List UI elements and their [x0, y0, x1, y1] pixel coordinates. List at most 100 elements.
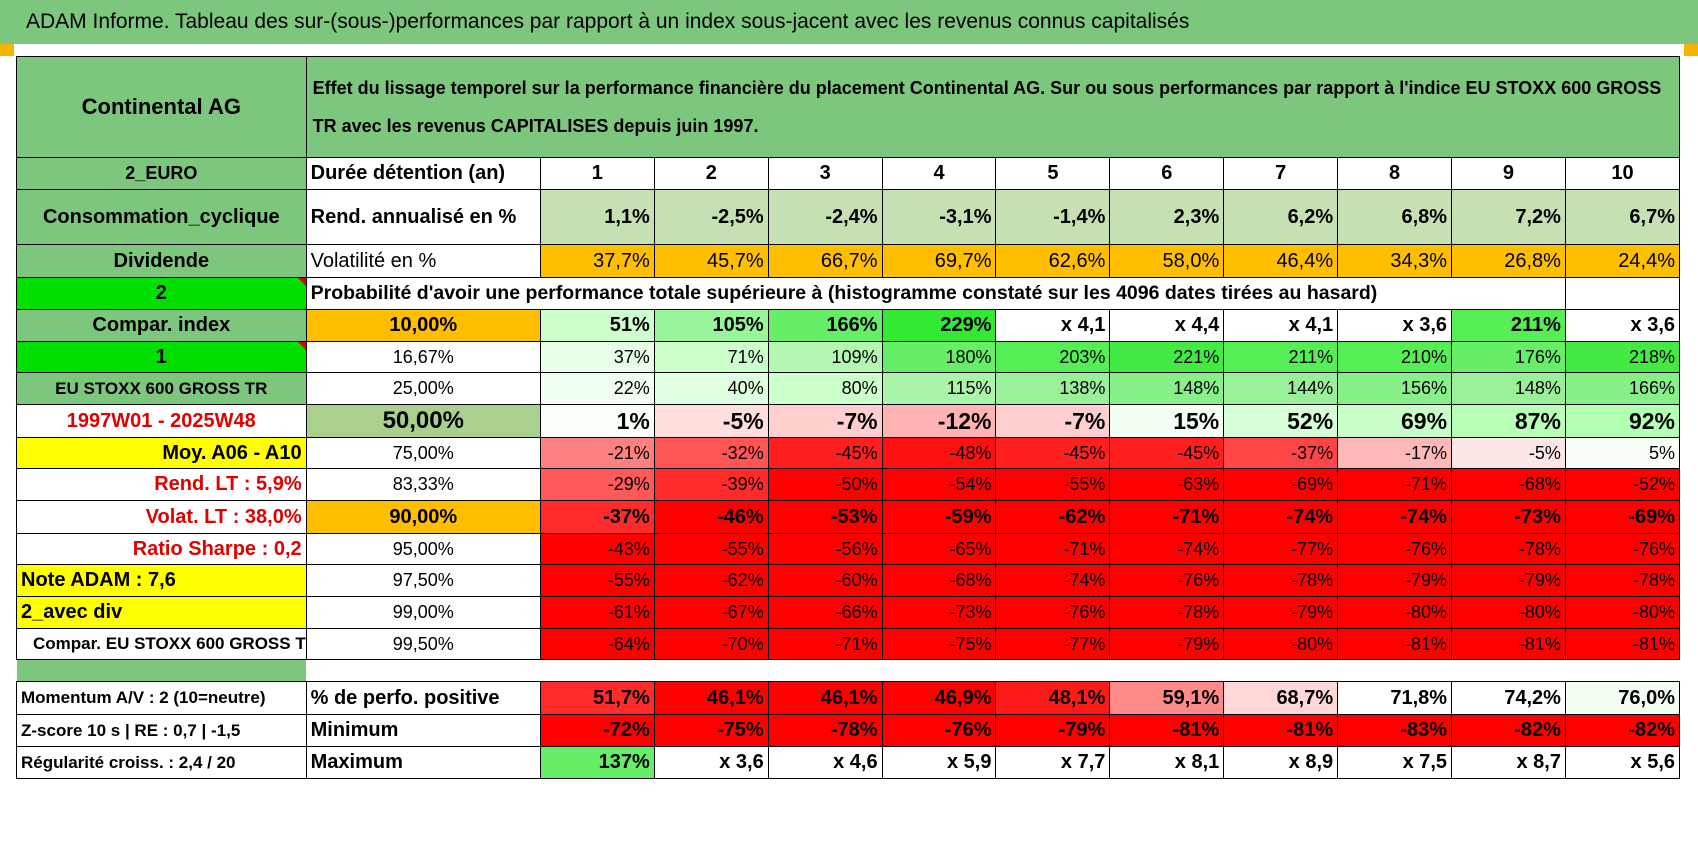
side-info-cell: Compar. EU STOXX 600 GROSS TR	[16, 628, 307, 660]
performance-cell: 71%	[653, 341, 769, 373]
performance-cell: -65%	[881, 533, 997, 565]
right-marker	[1684, 44, 1698, 56]
performance-cell: -59%	[881, 500, 997, 534]
stat-value: 46,1%	[767, 681, 883, 715]
year-header: 5	[995, 157, 1111, 190]
spacer-row	[16, 659, 1680, 682]
performance-cell: 148%	[1109, 372, 1225, 405]
performance-cell: 210%	[1337, 341, 1453, 373]
year-header: 2	[653, 157, 769, 190]
stat-value: 76,0%	[1564, 681, 1681, 715]
dividend-label: Dividende	[16, 244, 307, 278]
performance-cell: -78%	[1451, 533, 1566, 565]
company-name: Continental AG	[16, 56, 307, 158]
performance-cell: -53%	[767, 500, 883, 534]
annual-return-value: -2,5%	[653, 189, 769, 245]
quantile-percent: 99,50%	[305, 628, 541, 660]
performance-cell: -76%	[1337, 533, 1453, 565]
side-info-cell: EU STOXX 600 GROSS TR	[16, 372, 307, 405]
performance-cell: -62%	[995, 500, 1111, 534]
year-header: 8	[1337, 157, 1453, 190]
performance-cell: 144%	[1223, 372, 1339, 405]
performance-cell: x 4,1	[995, 309, 1111, 342]
volatility-value: 58,0%	[1109, 244, 1225, 278]
performance-cell: -55%	[995, 468, 1111, 501]
performance-cell: -71%	[1337, 468, 1453, 501]
performance-cell: -52%	[1564, 468, 1681, 501]
sector-label: Consommation_cyclique	[16, 189, 307, 245]
stat-label: % de perfo. positive	[305, 681, 541, 715]
performance-cell: 92%	[1564, 404, 1681, 438]
annual-return-value: 1,1%	[539, 189, 655, 245]
annual-return-value: 6,8%	[1337, 189, 1453, 245]
annual-return-label: Rend. annualisé en %	[305, 189, 541, 245]
performance-cell: -73%	[1451, 500, 1566, 534]
indicator-label: Régularité croiss. : 2,4 / 20	[16, 746, 307, 779]
stat-value: -75%	[653, 714, 769, 747]
performance-cell: 40%	[653, 372, 769, 405]
performance-cell: 1%	[539, 404, 655, 438]
performance-cell: -39%	[653, 468, 769, 501]
performance-cell: -81%	[1451, 628, 1566, 660]
stat-value: 74,2%	[1451, 681, 1566, 715]
performance-cell: -76%	[995, 596, 1111, 629]
performance-cell: -71%	[767, 628, 883, 660]
performance-cell: 22%	[539, 372, 655, 405]
quantile-row: 2_avec div 99,00% -61% -67% -66% -73% -76% -78%…	[16, 596, 1681, 629]
left-marker	[0, 44, 14, 56]
stat-value: x 7,5	[1337, 746, 1453, 779]
volatility-value: 37,7%	[539, 244, 655, 278]
performance-cell: -55%	[539, 564, 655, 597]
empty-cell	[1451, 277, 1566, 310]
quantile-percent: 75,00%	[305, 437, 541, 469]
side-info-cell: Rend. LT : 5,9%	[16, 468, 307, 501]
performance-cell: -78%	[1223, 564, 1339, 597]
quantile-percent: 90,00%	[305, 500, 541, 534]
stat-value: 68,7%	[1223, 681, 1339, 715]
performance-cell: 87%	[1451, 404, 1566, 438]
performance-cell: x 3,6	[1337, 309, 1453, 342]
performance-cell: 229%	[881, 309, 997, 342]
stat-value: x 5,6	[1564, 746, 1681, 779]
quantile-percent: 95,00%	[305, 533, 541, 565]
stats-row: Momentum A/V : 2 (10=neutre)% de perfo. …	[16, 681, 1681, 715]
side-info-cell: Ratio Sharpe : 0,2	[16, 533, 307, 565]
performance-cell: -17%	[1337, 437, 1453, 469]
empty-cell	[1564, 277, 1681, 310]
quantile-percent: 16,67%	[305, 341, 541, 373]
performance-table: Continental AG Effet du lissage temporel…	[16, 56, 1681, 779]
performance-cell: -45%	[1109, 437, 1225, 469]
stats-row: Régularité croiss. : 2,4 / 20 Maximum 137%…	[16, 746, 1681, 779]
selector-cell[interactable]: 2	[16, 277, 307, 310]
volatility-value: 69,7%	[881, 244, 997, 278]
stat-value: x 7,7	[995, 746, 1111, 779]
stat-label: Maximum	[305, 746, 541, 779]
annual-return-value: -1,4%	[995, 189, 1111, 245]
performance-cell: -45%	[995, 437, 1111, 469]
performance-cell: -12%	[881, 404, 997, 438]
year-header: 1	[539, 157, 655, 190]
stat-value: -72%	[539, 714, 655, 747]
volatility-value: 24,4%	[1564, 244, 1681, 278]
performance-cell: -56%	[767, 533, 883, 565]
performance-cell: -50%	[767, 468, 883, 501]
performance-cell: -81%	[1337, 628, 1453, 660]
side-info-cell: Moy. A06 - A10	[16, 437, 307, 469]
quantile-row: Volat. LT : 38,0% 90,00% -37% -46% -53% -59% -…	[16, 500, 1681, 534]
performance-cell: x 3,6	[1564, 309, 1681, 342]
performance-cell: -61%	[539, 596, 655, 629]
performance-cell: -46%	[653, 500, 769, 534]
quantile-row: Compar. index 10,00% 51% 105% 166% 229% x 4,1 x…	[16, 309, 1681, 342]
performance-cell: -7%	[767, 404, 883, 438]
performance-cell: -77%	[995, 628, 1111, 660]
performance-cell: -64%	[539, 628, 655, 660]
performance-cell: 138%	[995, 372, 1111, 405]
stat-value: x 8,1	[1109, 746, 1225, 779]
performance-cell: 203%	[995, 341, 1111, 373]
selector-cell[interactable]: 1	[16, 341, 307, 373]
performance-cell: -74%	[1337, 500, 1453, 534]
performance-cell: 105%	[653, 309, 769, 342]
stat-value: -78%	[767, 714, 883, 747]
performance-cell: -45%	[767, 437, 883, 469]
performance-cell: 51%	[539, 309, 655, 342]
